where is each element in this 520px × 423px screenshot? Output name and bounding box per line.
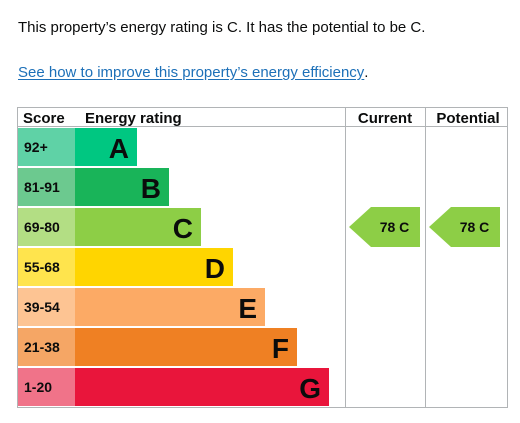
score-column-header: Score (23, 110, 65, 127)
rating-bar-f (75, 328, 297, 366)
potential-rating-arrow (429, 207, 500, 247)
link-period: . (364, 64, 369, 81)
rating-bar-g (75, 368, 329, 406)
score-label: 39-54 (24, 299, 60, 315)
rating-bar-e (75, 288, 265, 326)
current-rating-arrow (349, 207, 420, 247)
current-column-header: Current (358, 110, 412, 127)
score-label: 1-20 (24, 379, 52, 395)
score-label: 21-38 (24, 339, 60, 355)
rating-letter: A (109, 133, 129, 164)
energy-rating-column-header: Energy rating (85, 110, 182, 127)
rating-bar-a (75, 128, 137, 166)
rating-letter: F (272, 333, 289, 364)
score-cell-b (18, 168, 75, 206)
score-cell-a (18, 128, 75, 166)
current-rating-label: 78 C (380, 219, 410, 235)
improve-efficiency-link[interactable]: See how to improve this property’s energ… (18, 64, 365, 81)
graph-grid (17, 107, 508, 408)
rating-letter: G (299, 373, 321, 404)
rating-bands: 92+ A 81-91 B 69-80 C 55-68 D 39-54 E 21-38 F 1-20 G (18, 128, 329, 406)
potential-rating-label: 78 C (460, 219, 490, 235)
score-label: 55-68 (24, 259, 60, 275)
score-cell-d (18, 248, 75, 286)
rating-letter: C (173, 213, 193, 244)
rating-indicators: 78 C 78 C (349, 207, 500, 247)
score-cell-g (18, 368, 75, 406)
rating-bar-b (75, 168, 169, 206)
rating-letter: E (238, 293, 257, 324)
rating-letter: D (205, 253, 225, 284)
score-cell-c (18, 208, 75, 246)
potential-column-header: Potential (436, 110, 499, 127)
score-label: 69-80 (24, 219, 60, 235)
score-cell-e (18, 288, 75, 326)
graph-border (17, 107, 508, 408)
energy-rating-summary: This property’s energy rating is C. It h… (18, 19, 426, 36)
rating-letter: B (141, 173, 161, 204)
rating-bar-c (75, 208, 201, 246)
score-label: 92+ (24, 139, 48, 155)
score-cell-f (18, 328, 75, 366)
score-label: 81-91 (24, 179, 60, 195)
rating-bar-d (75, 248, 233, 286)
